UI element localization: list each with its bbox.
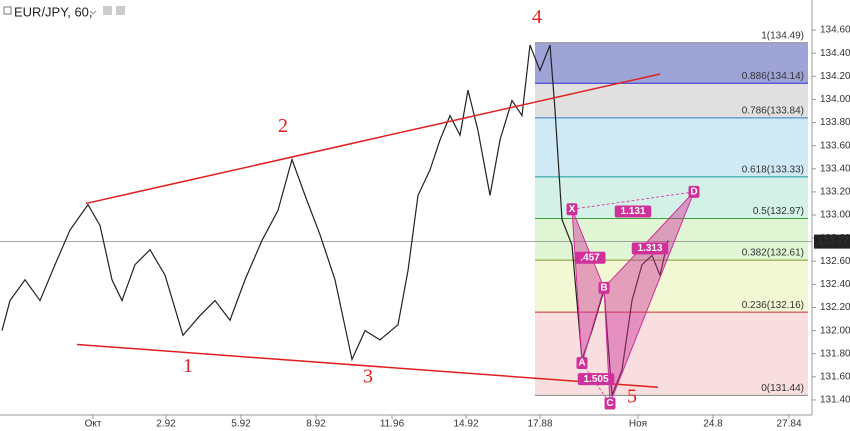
fib-band: [535, 42, 808, 84]
pattern-point: X: [569, 204, 576, 215]
pattern-ratio-box: [577, 373, 615, 386]
y-tick-label: 131.80: [820, 348, 850, 359]
y-tick-label: 133.40: [820, 163, 850, 174]
pattern-triangle: [571, 209, 605, 364]
x-tick-label: Ноя: [629, 419, 647, 430]
pattern-ratio-box: [631, 242, 669, 255]
y-tick-label: 133.20: [820, 187, 850, 198]
wave-label: 3: [363, 366, 373, 388]
fib-label: 0(131.44): [761, 383, 804, 394]
fib-label: 0.886(134.14): [742, 71, 804, 82]
fib-label: 0.5(132.97): [753, 206, 804, 217]
y-tick-label: 131.60: [820, 371, 850, 382]
pattern-link: [571, 191, 695, 210]
fib-band: [535, 83, 808, 118]
current-price-tag: [814, 234, 850, 249]
settings-icon[interactable]: [103, 6, 112, 15]
y-tick-label: 134.20: [820, 71, 850, 82]
collapse-icon[interactable]: [3, 6, 12, 15]
y-tick-label: 134.00: [820, 94, 850, 105]
y-tick-label: 133.00: [820, 210, 850, 221]
x-tick-label: Окт: [85, 419, 102, 430]
x-tick-label: 24.8: [703, 419, 723, 430]
pattern-point: C: [606, 398, 613, 409]
wave-label: 1: [183, 355, 193, 377]
pattern-link: [581, 362, 611, 404]
trendline: [85, 73, 661, 205]
fib-label: 0.382(132.61): [742, 248, 804, 259]
y-tick-label: 134.40: [820, 48, 850, 59]
pattern-ratio-box: [574, 251, 606, 264]
fib-label: 1(134.49): [761, 30, 804, 41]
pattern-ratio: 1.313: [637, 243, 662, 254]
plot: 1(134.49) 0.886(134.14) 0.786(133.84) 0.618…: [0, 6, 812, 410]
y-tick-label: 132.60: [820, 256, 850, 267]
x-tick-label: 14.92: [453, 419, 478, 430]
y-tick-label: 134.60: [820, 25, 850, 36]
y-tick-label: 132.40: [820, 279, 850, 290]
pattern-triangle: [603, 191, 695, 404]
pattern-point: B: [600, 282, 607, 293]
x-tick-label: 11.96: [380, 419, 405, 430]
pattern-point-box: [598, 281, 610, 294]
fib-band: [535, 176, 808, 219]
y-tick-label: 132.20: [820, 302, 850, 313]
pattern-point: A: [578, 358, 585, 369]
pattern-point-box: [688, 185, 700, 198]
fib-band: [535, 117, 808, 177]
current-price-label: 132.77: [818, 236, 849, 247]
y-tick-label: 133.80: [820, 117, 850, 128]
y-tick-label: 133.60: [820, 140, 850, 151]
fib-band: [535, 260, 808, 313]
pattern-ratio: 1.131: [620, 206, 645, 217]
dropdown-icon[interactable]: [89, 10, 97, 15]
pattern-ratio-box: [614, 205, 652, 218]
wave-label: 5: [627, 385, 637, 407]
pattern-ratio: 1.505: [583, 374, 608, 385]
x-tick-label: 17.88: [527, 419, 552, 430]
close-icon[interactable]: [116, 6, 125, 15]
pattern-point: D: [690, 187, 697, 198]
x-tick-label: 27.84: [776, 419, 801, 430]
fib-label: 0.236(132.16): [742, 300, 804, 311]
pattern-point-box: [576, 356, 588, 369]
x-tick-label: 8.92: [306, 419, 326, 430]
fib-label: 0.618(133.33): [742, 165, 804, 176]
fib-label: 0.786(133.84): [742, 106, 804, 117]
y-tick-label: 132.00: [820, 325, 850, 336]
wave-label: 2: [278, 115, 288, 137]
pattern-point-box: [566, 203, 578, 216]
pattern-ratio: .457: [580, 252, 600, 263]
y-tick-label: 131.40: [820, 395, 850, 406]
pattern-point-box: [604, 397, 616, 410]
chart-title: EUR/JPY, 60,: [14, 4, 93, 19]
trendline: [76, 343, 659, 389]
x-tick-label: 5.92: [231, 419, 251, 430]
wave-label: 4: [532, 6, 542, 28]
x-tick-label: 2.92: [156, 419, 176, 430]
